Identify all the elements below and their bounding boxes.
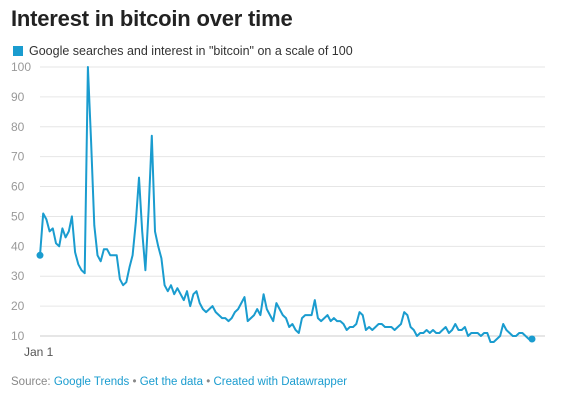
- get-data-link[interactable]: Get the data: [139, 376, 204, 388]
- datawrapper-link[interactable]: Created with Datawrapper: [213, 376, 348, 388]
- x-tick-label: Jan 1: [24, 345, 54, 359]
- y-tick-label: 40: [11, 239, 25, 253]
- source-link[interactable]: Google Trends: [53, 376, 130, 388]
- footer-separator: •: [206, 376, 211, 388]
- y-tick-label: 100: [11, 60, 31, 74]
- y-tick-label: 50: [11, 209, 25, 223]
- y-tick-label: 20: [11, 299, 25, 313]
- y-tick-label: 30: [11, 269, 25, 283]
- footer-separator: •: [132, 376, 137, 388]
- series-line: [39, 66, 533, 343]
- footer: Source: Google Trends • Get the data • C…: [11, 376, 347, 388]
- series-start-point: [36, 251, 44, 259]
- y-tick-label: 90: [11, 90, 25, 104]
- legend-label: Google searches and interest in "bitcoin…: [29, 44, 353, 58]
- y-tick-label: 10: [11, 329, 25, 343]
- y-tick-label: 70: [11, 150, 25, 164]
- legend-swatch: [13, 46, 23, 56]
- series-end-point: [528, 335, 536, 343]
- chart-title: Interest in bitcoin over time: [11, 6, 293, 31]
- y-tick-label: 60: [11, 180, 25, 194]
- y-tick-label: 80: [11, 120, 25, 134]
- legend: Google searches and interest in "bitcoin…: [13, 44, 353, 58]
- line-chart: 10 20 30 40 50 60 70 80 90 100 Jan 1: [11, 60, 545, 359]
- source-label: Source:: [11, 376, 51, 388]
